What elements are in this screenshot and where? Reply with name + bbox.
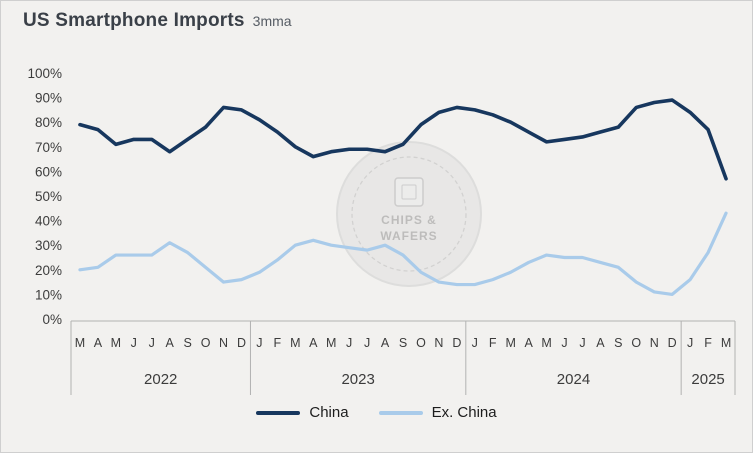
month-tick-label: J — [256, 336, 262, 350]
month-tick-label: M — [75, 336, 85, 350]
y-axis-tick-label: 40% — [35, 214, 62, 229]
ex-china-line-swatch — [378, 410, 423, 415]
month-tick-label: A — [94, 336, 103, 350]
month-tick-label: A — [166, 336, 175, 350]
month-tick-label: D — [452, 336, 461, 350]
y-axis-tick-label: 0% — [42, 312, 62, 327]
series-line-ex-china — [78, 211, 728, 296]
month-tick-label: J — [561, 336, 567, 350]
y-axis-tick-label: 50% — [35, 189, 62, 204]
watermark-logo: CHIPS & WAFERS — [336, 141, 482, 287]
month-tick-label: M — [290, 336, 300, 350]
chart-header: US Smartphone Imports 3mma — [23, 10, 292, 32]
month-tick-label: M — [111, 336, 121, 350]
month-tick-label: N — [434, 336, 443, 350]
month-tick-label: O — [201, 336, 211, 350]
month-tick-label: J — [579, 336, 585, 350]
legend-label-china: China — [309, 404, 349, 421]
y-axis-tick-label: 80% — [35, 115, 62, 130]
month-tick-label: D — [668, 336, 677, 350]
month-tick-label: A — [524, 336, 533, 350]
chart-subtitle: 3mma — [252, 13, 292, 29]
month-tick-label: J — [472, 336, 478, 350]
month-tick-label: M — [326, 336, 336, 350]
y-axis-tick-label: 20% — [35, 263, 62, 278]
month-tick-label: J — [346, 336, 352, 350]
y-axis-tick-label: 30% — [35, 238, 62, 253]
month-tick-label: J — [687, 336, 693, 350]
chart-title: US Smartphone Imports — [23, 10, 245, 31]
month-tick-label: A — [309, 336, 318, 350]
month-tick-label: O — [631, 336, 641, 350]
svg-text:WAFERS: WAFERS — [380, 229, 437, 243]
month-tick-label: F — [274, 336, 282, 350]
month-tick-label: F — [489, 336, 497, 350]
month-tick-label: S — [614, 336, 622, 350]
series-line-china — [78, 98, 728, 181]
month-tick-label: J — [131, 336, 137, 350]
line-chart: CHIPS & WAFERS 0% 10% 20% 30% 40% 50% 60% 70% 80% 9… — [27, 66, 736, 395]
year-label: 2022 — [144, 371, 177, 388]
y-axis-tick-label: 70% — [35, 140, 62, 155]
month-tick-label: M — [721, 336, 731, 350]
month-tick-label: M — [541, 336, 551, 350]
month-tick-label: O — [416, 336, 426, 350]
month-tick-label: F — [704, 336, 712, 350]
month-tick-label: M — [505, 336, 515, 350]
year-label: 2025 — [691, 371, 724, 388]
chart-legend: China Ex. China — [1, 404, 752, 421]
month-tick-label: A — [596, 336, 605, 350]
legend-item-china: China — [256, 404, 349, 421]
y-axis-tick-label: 100% — [27, 66, 62, 81]
month-tick-label: J — [364, 336, 370, 350]
month-tick-label: S — [183, 336, 191, 350]
y-axis-tick-label: 60% — [35, 164, 62, 179]
y-axis-tick-label: 90% — [35, 91, 62, 106]
svg-text:CHIPS &: CHIPS & — [381, 213, 437, 227]
month-tick-label: D — [237, 336, 246, 350]
month-tick-label: S — [399, 336, 407, 350]
y-axis-tick-label: 10% — [35, 287, 62, 302]
month-tick-label: J — [149, 336, 155, 350]
month-tick-label: N — [219, 336, 228, 350]
legend-item-ex-china: Ex. China — [378, 404, 497, 421]
china-line-swatch — [256, 410, 301, 415]
year-label: 2023 — [341, 371, 374, 388]
month-tick-label: N — [650, 336, 659, 350]
year-label: 2024 — [557, 371, 590, 388]
legend-label-ex-china: Ex. China — [431, 404, 497, 421]
month-tick-label: A — [381, 336, 390, 350]
